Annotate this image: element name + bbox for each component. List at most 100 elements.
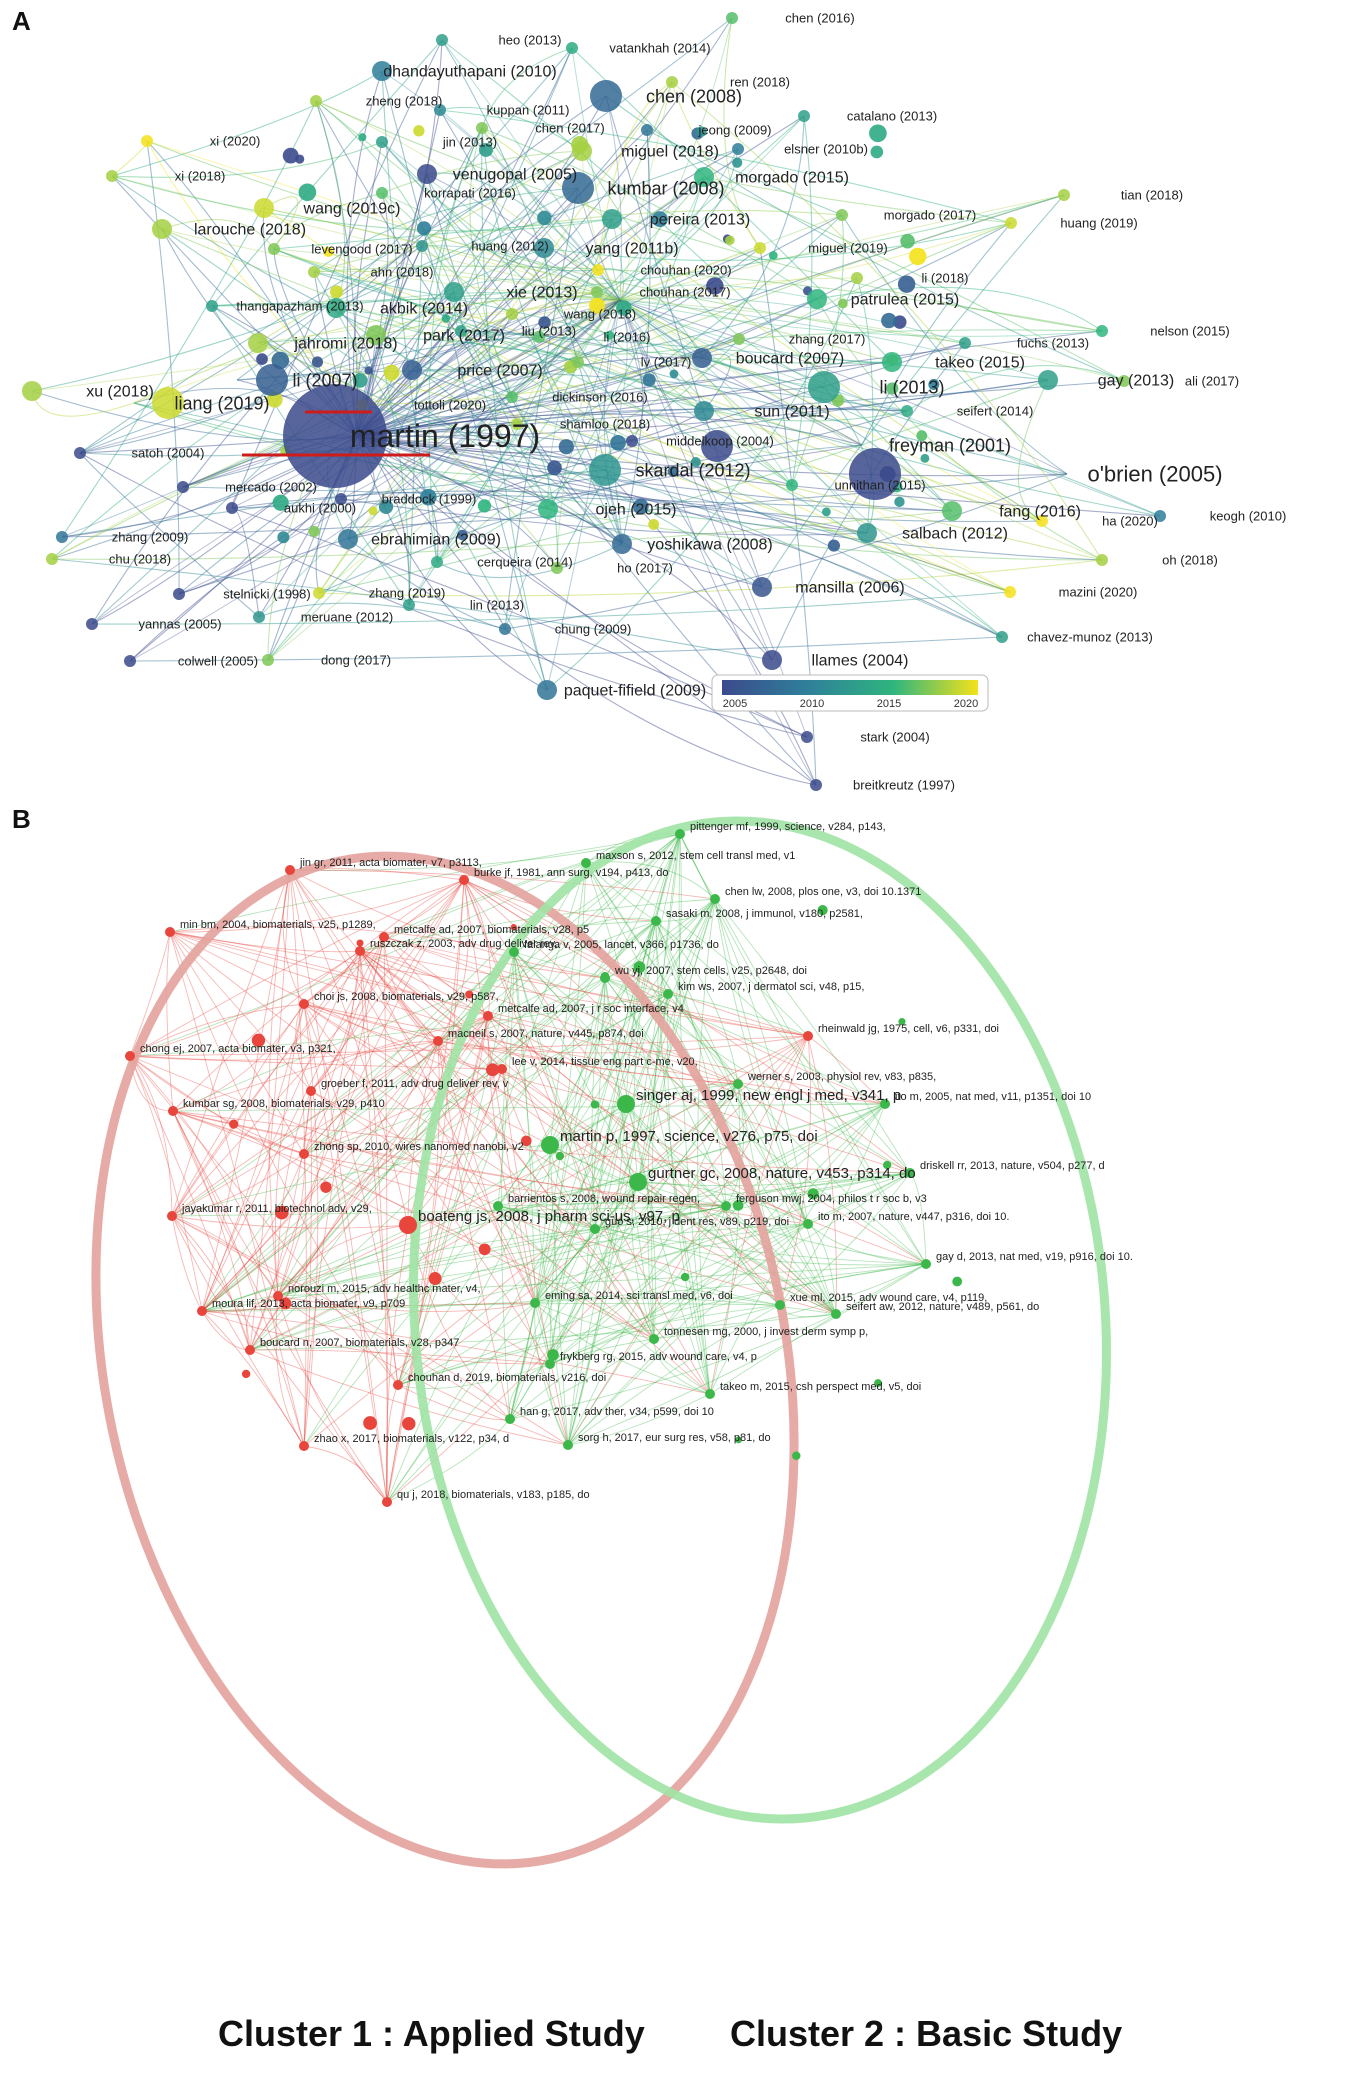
network-edge (807, 1035, 886, 1105)
network-edge (567, 1205, 727, 1446)
network-edge (397, 1181, 639, 1386)
network-edge (356, 277, 858, 437)
network-node (428, 1272, 442, 1285)
network-edge (303, 1003, 739, 1085)
network-edge (356, 435, 1161, 517)
network-edge (310, 936, 385, 1092)
network-edge (701, 357, 953, 512)
network-edge (356, 330, 1103, 437)
network-node (591, 286, 603, 298)
network-edge (211, 298, 621, 307)
node-label: martin p, 1997, science, v276, p75, doi (560, 1128, 818, 1145)
node-label: boucard n, 2007, biomaterials, v28, p347 (260, 1337, 459, 1349)
network-edge (172, 1110, 388, 1503)
network-edge (111, 70, 383, 177)
network-edge (534, 993, 669, 1304)
network-edge (497, 898, 716, 1207)
network-node (376, 187, 388, 199)
network-edge (534, 1103, 886, 1304)
network-edge (277, 1153, 305, 1297)
node-label: ferguson mwj, 2004, philos t r soc b, v3 (736, 1193, 927, 1205)
network-node (721, 1201, 731, 1211)
network-node (124, 655, 136, 667)
network-node (808, 371, 840, 403)
network-node (417, 164, 437, 184)
node-label: jin gr, 2011, acta biomater, v7, p3113, (299, 857, 482, 869)
network-edge (701, 353, 731, 412)
node-label: kumbar sg, 2008, biomaterials, v29, p410 (183, 1098, 385, 1110)
network-edge (356, 247, 545, 437)
node-label: cerqueira (2014) (477, 555, 572, 570)
node-label: price (2007) (457, 363, 542, 380)
network-edge (647, 993, 669, 1340)
network-edge (171, 1215, 569, 1446)
node-label: chouhan (2017) (639, 285, 730, 300)
network-node (338, 529, 358, 549)
node-label: martin (1997) (350, 418, 540, 454)
network-edge (386, 879, 465, 1503)
network-edge (509, 833, 681, 1420)
network-node (547, 1349, 559, 1361)
network-node (870, 145, 884, 159)
network-node (310, 95, 322, 107)
network-edge (129, 498, 342, 662)
network-edge (619, 247, 761, 301)
network-edge (172, 1003, 305, 1112)
node-label: kuppan (2011) (487, 103, 570, 118)
network-edge (273, 192, 383, 250)
network-node (46, 553, 58, 565)
network-node (86, 618, 98, 630)
network-node (905, 1168, 915, 1178)
network-edge (356, 356, 703, 437)
node-label: miguel (2019) (808, 241, 888, 256)
network-node (732, 1199, 744, 1211)
network-edge (356, 435, 1068, 477)
network-edge (258, 602, 506, 630)
network-edge (637, 1181, 809, 1225)
network-edge (534, 1181, 639, 1304)
node-label: macneil s, 2007, nature, v445, p874, doi (448, 1028, 644, 1040)
network-node (786, 479, 798, 491)
network-node (1096, 325, 1108, 337)
node-label: maxson s, 2012, stem cell transl med, v1 (596, 850, 795, 862)
year-color-legend: 2005 2010 2015 2020 (711, 674, 989, 712)
network-edge (273, 248, 1161, 517)
network-edge (381, 192, 513, 398)
node-label: ha (2020) (1102, 514, 1158, 529)
network-node (694, 167, 714, 187)
network-edge (346, 70, 383, 437)
network-node (754, 242, 766, 254)
node-label: qu j, 2018, biomaterials, v183, p185, do (397, 1489, 590, 1501)
network-edge (411, 298, 818, 371)
network-edge (268, 869, 291, 1297)
network-edge (310, 1090, 596, 1230)
network-edge (619, 299, 1043, 522)
network-edge (359, 950, 927, 1265)
network-node (299, 1441, 309, 1451)
node-label: ho (2017) (617, 561, 673, 576)
network-node (277, 531, 290, 544)
network-node (152, 387, 184, 419)
network-node (882, 1160, 892, 1170)
network-edge (303, 833, 681, 1447)
network-edge (201, 1302, 536, 1312)
network-node (413, 125, 425, 137)
network-edge (310, 1040, 439, 1092)
network-node (821, 507, 831, 517)
node-label: takeo (2015) (935, 355, 1025, 372)
network-node (592, 264, 604, 276)
network-node (996, 631, 1008, 643)
network-edge (463, 879, 711, 1395)
network-node (803, 1031, 813, 1041)
network-edge (310, 1090, 711, 1395)
network-edge (303, 936, 385, 1447)
node-label: jeong (2009) (698, 123, 772, 138)
network-edge (619, 299, 740, 344)
network-edge (411, 127, 483, 371)
network-edge (303, 879, 465, 1005)
network-node (499, 623, 511, 635)
network-edge (236, 299, 621, 381)
network-edge (619, 299, 1049, 381)
network-edge (277, 1224, 409, 1297)
network-edge (436, 338, 740, 563)
